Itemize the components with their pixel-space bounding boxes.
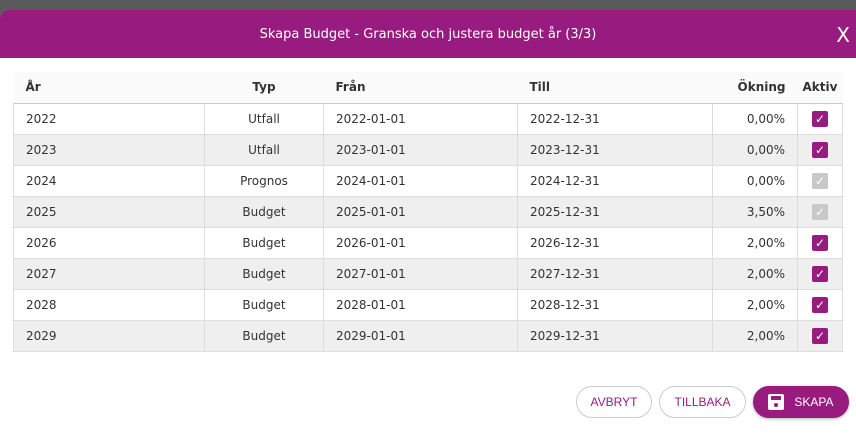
- cell-active: ✓: [797, 226, 843, 259]
- active-checkbox: ✓: [812, 172, 828, 189]
- col-from: Från: [323, 72, 518, 104]
- create-label: SKAPA: [794, 395, 834, 409]
- cancel-button[interactable]: AVBRYT: [576, 386, 652, 418]
- table-row: 2023 Utfall 2023-01-01 2023-12-31 0,00% …: [13, 133, 843, 166]
- table-row: 2022 Utfall 2022-01-01 2022-12-31 0,00% …: [13, 102, 843, 135]
- cell-increase[interactable]: 2,00%: [712, 319, 798, 352]
- table-row: 2028 Budget 2028-01-01 2028-12-31 2,00% …: [13, 288, 843, 321]
- cell-year: 2026: [13, 226, 205, 259]
- active-checkbox[interactable]: ✓: [812, 265, 828, 282]
- cell-type: Budget: [204, 319, 324, 352]
- create-button[interactable]: SKAPA: [753, 386, 849, 418]
- cell-active: ✓: [797, 102, 843, 135]
- cell-year: 2028: [13, 288, 205, 321]
- cell-type: Prognos: [204, 164, 324, 197]
- cell-increase[interactable]: 0,00%: [712, 133, 798, 166]
- col-active: Aktiv: [797, 72, 843, 104]
- cell-type: Utfall: [204, 133, 324, 166]
- close-icon[interactable]: X: [836, 23, 850, 47]
- cell-from: 2026-01-01: [323, 226, 518, 259]
- cell-from: 2027-01-01: [323, 257, 518, 290]
- cell-to: 2028-12-31: [517, 288, 713, 321]
- cell-from: 2025-01-01: [323, 195, 518, 228]
- col-year: År: [13, 72, 205, 104]
- cell-increase[interactable]: 0,00%: [712, 102, 798, 135]
- cell-increase[interactable]: 0,00%: [712, 164, 798, 197]
- cell-active: ✓: [797, 133, 843, 166]
- col-increase: Ökning: [712, 72, 798, 104]
- active-checkbox[interactable]: ✓: [812, 296, 828, 313]
- cell-active: ✓: [797, 195, 843, 228]
- cell-from: 2028-01-01: [323, 288, 518, 321]
- save-icon: [768, 394, 785, 410]
- active-checkbox[interactable]: ✓: [812, 327, 828, 344]
- cell-active: ✓: [797, 164, 843, 197]
- active-checkbox: ✓: [812, 203, 828, 220]
- cell-type: Budget: [204, 288, 324, 321]
- cell-to: 2029-12-31: [517, 319, 713, 352]
- dialog-header: Skapa Budget - Granska och justera budge…: [0, 10, 856, 58]
- table-row: 2029 Budget 2029-01-01 2029-12-31 2,00% …: [13, 319, 843, 352]
- active-checkbox[interactable]: ✓: [812, 110, 828, 127]
- col-type: Typ: [204, 72, 324, 104]
- active-checkbox[interactable]: ✓: [812, 234, 828, 251]
- cell-increase[interactable]: 3,50%: [712, 195, 798, 228]
- cell-active: ✓: [797, 288, 843, 321]
- cell-increase[interactable]: 2,00%: [712, 257, 798, 290]
- cell-year: 2027: [13, 257, 205, 290]
- cell-increase[interactable]: 2,00%: [712, 226, 798, 259]
- cell-type: Budget: [204, 226, 324, 259]
- cell-year: 2023: [13, 133, 205, 166]
- cell-year: 2022: [13, 102, 205, 135]
- col-to: Till: [517, 72, 713, 104]
- table-row: 2024 Prognos 2024-01-01 2024-12-31 0,00%…: [13, 164, 843, 197]
- table-row: 2026 Budget 2026-01-01 2026-12-31 2,00% …: [13, 226, 843, 259]
- cell-type: Utfall: [204, 102, 324, 135]
- cell-from: 2029-01-01: [323, 319, 518, 352]
- cell-to: 2022-12-31: [517, 102, 713, 135]
- dialog-title: Skapa Budget - Granska och justera budge…: [259, 26, 597, 42]
- table-row: 2027 Budget 2027-01-01 2027-12-31 2,00% …: [13, 257, 843, 290]
- cell-from: 2023-01-01: [323, 133, 518, 166]
- active-checkbox[interactable]: ✓: [812, 141, 828, 158]
- cell-to: 2027-12-31: [517, 257, 713, 290]
- cell-type: Budget: [204, 195, 324, 228]
- budget-years-table: År Typ Från Till Ökning Aktiv 2022 Utfal…: [13, 72, 843, 352]
- table-row: 2025 Budget 2025-01-01 2025-12-31 3,50% …: [13, 195, 843, 228]
- create-budget-dialog: Skapa Budget - Granska och justera budge…: [0, 10, 856, 440]
- cell-from: 2022-01-01: [323, 102, 518, 135]
- cell-active: ✓: [797, 319, 843, 352]
- cell-active: ✓: [797, 257, 843, 290]
- cell-increase[interactable]: 2,00%: [712, 288, 798, 321]
- cell-to: 2026-12-31: [517, 226, 713, 259]
- cell-type: Budget: [204, 257, 324, 290]
- cell-to: 2024-12-31: [517, 164, 713, 197]
- cell-year: 2024: [13, 164, 205, 197]
- cell-to: 2025-12-31: [517, 195, 713, 228]
- cell-year: 2029: [13, 319, 205, 352]
- back-button[interactable]: TILLBAKA: [659, 386, 746, 418]
- cell-to: 2023-12-31: [517, 133, 713, 166]
- cell-from: 2024-01-01: [323, 164, 518, 197]
- cell-year: 2025: [13, 195, 205, 228]
